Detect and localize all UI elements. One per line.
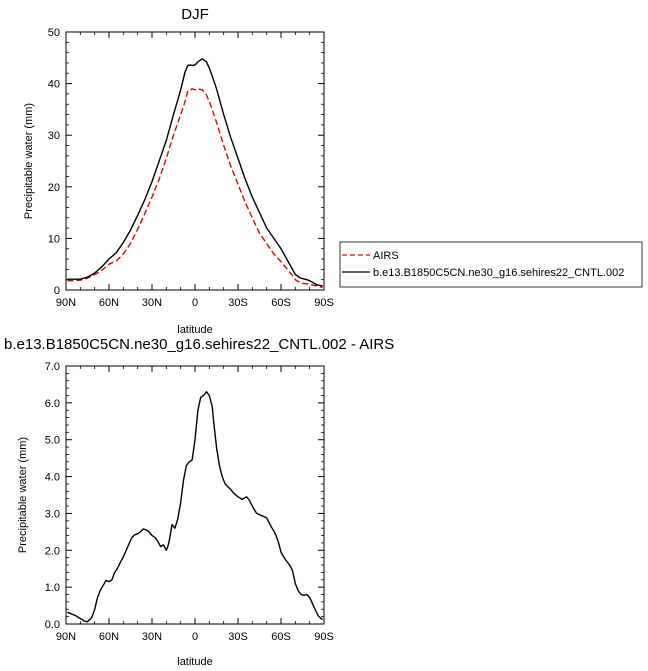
x-axis-label-top: latitude — [177, 324, 212, 336]
x-tick-label: 0 — [192, 297, 198, 309]
plot-frame-top — [65, 31, 325, 291]
y-tick-label: 7.0 — [45, 361, 60, 373]
y-tick-label: 30 — [48, 130, 60, 142]
y-tick-label: 10 — [48, 233, 60, 245]
y-tick-label: 2.0 — [45, 545, 60, 557]
ticks-group-bottom: 90N 60N 30N 0 30S 60S 90S 0.0 1.0 2.0 3.0 4.0 5.0 6.0… — [45, 361, 334, 643]
x-tick-label: 0 — [192, 631, 198, 643]
legend: AIRS b.e13.B1850C5CN.ne30_g16.sehires22_… — [339, 241, 643, 288]
series-group-top — [67, 58, 323, 289]
y-axis-label-top: Precipitable water (mm) — [23, 103, 35, 219]
y-tick-label: 40 — [48, 79, 60, 91]
series-group-bottom — [67, 391, 324, 623]
x-tick-label: 60S — [271, 297, 291, 309]
y-tick-label: 50 — [48, 27, 60, 39]
y-tick-label: 0 — [54, 285, 60, 297]
series-line-top-0 — [67, 88, 323, 289]
x-tick-label: 90N — [56, 297, 76, 309]
x-axis-label-bottom: latitude — [177, 656, 212, 668]
y-tick-label: 4.0 — [45, 472, 60, 484]
series-line-bottom-0 — [67, 391, 324, 623]
y-tick-label: 20 — [48, 182, 60, 194]
x-tick-label: 90S — [314, 297, 334, 309]
ticks-group-top: 90N 60N 30N 0 30S 60S 90S 0 10 20 30 40 50 — [48, 27, 334, 309]
panel-bottom: b.e13.B1850C5CN.ne30_g16.sehires22_CNTL.… — [4, 336, 394, 668]
legend-label-airs: AIRS — [373, 250, 399, 262]
x-tick-label: 30S — [228, 631, 248, 643]
panel-top: DJF 90N 60N 30N 0 30S 60S 90S 0 10 20 30 40 50 latit… — [23, 6, 643, 336]
y-tick-label: 0.0 — [45, 619, 60, 631]
y-tick-label: 3.0 — [45, 508, 60, 520]
x-tick-label: 90N — [56, 631, 76, 643]
x-tick-label: 30N — [142, 631, 162, 643]
y-axis-label-bottom: Precipitable water (mm) — [17, 437, 29, 553]
y-tick-label: 1.0 — [45, 582, 60, 594]
y-tick-label: 5.0 — [45, 435, 60, 447]
x-tick-label: 60N — [99, 297, 119, 309]
x-tick-label: 60N — [99, 631, 119, 643]
series-line-top-1 — [67, 58, 323, 287]
legend-label-model: b.e13.B1850C5CN.ne30_g16.sehires22_CNTL.… — [373, 267, 624, 279]
chart-title-bottom: b.e13.B1850C5CN.ne30_g16.sehires22_CNTL.… — [4, 336, 394, 353]
plot-frame-bottom — [65, 365, 325, 625]
x-tick-label: 90S — [314, 631, 334, 643]
x-tick-label: 60S — [271, 631, 291, 643]
chart-title-top: DJF — [181, 6, 209, 23]
x-tick-label: 30S — [228, 297, 248, 309]
legend-box — [339, 241, 643, 288]
y-tick-label: 6.0 — [45, 398, 60, 410]
x-tick-label: 30N — [142, 297, 162, 309]
